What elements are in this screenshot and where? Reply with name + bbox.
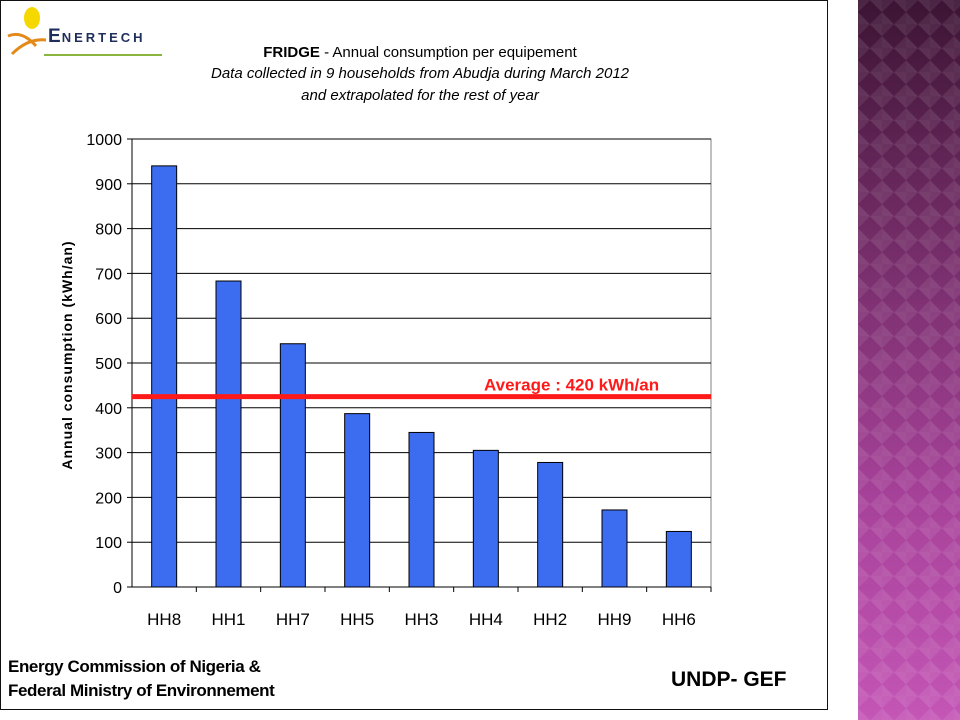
- y-tick-label: 400: [95, 401, 122, 418]
- y-tick-label: 800: [95, 222, 122, 239]
- bar-hh3: [408, 431, 435, 588]
- footer-org-line-1: Energy Commission of Nigeria &: [8, 657, 261, 676]
- x-tick-label: HH2: [533, 610, 567, 629]
- decorative-side-strip: [858, 0, 960, 720]
- chart-title-rest: - Annual consumption per equipement: [319, 44, 577, 61]
- chart-subtitle-1: Data collected in 9 households from Abud…: [210, 65, 630, 82]
- x-tick-label: HH1: [211, 610, 245, 629]
- bar-hh2: [537, 461, 564, 588]
- y-tick-label: 700: [95, 266, 122, 283]
- bar-hh1: [215, 280, 242, 588]
- x-tick-label: HH4: [469, 610, 503, 629]
- bar-chart: 0 100 200 300 400 500 600 700 800 900 1000 HH8 HH1 HH…: [59, 132, 712, 629]
- x-tick-label: HH7: [276, 610, 310, 629]
- footer-org-line-2: Federal Ministry of Environnement: [8, 681, 275, 700]
- bar-hh4: [472, 449, 499, 588]
- y-axis-label: Annual consumption (kWh/an): [59, 240, 75, 469]
- average-label: Average : 420 kWh/an: [484, 376, 659, 395]
- y-tick-label: 100: [95, 535, 122, 552]
- y-tick-label: 0: [113, 580, 122, 597]
- bar-hh8: [151, 165, 178, 588]
- enertech-logo-text: ENERTECH: [48, 26, 146, 48]
- y-tick-label: 1000: [86, 132, 122, 149]
- enertech-logo-icon: [7, 7, 47, 56]
- chart-title: FRIDGE - Annual consumption per equipeme…: [150, 44, 690, 61]
- logo-initial: E: [48, 26, 62, 47]
- chart-subtitle-2: and extrapolated for the rest of year: [301, 87, 539, 104]
- chart-title-bold: FRIDGE: [263, 44, 320, 61]
- bar-hh7: [279, 343, 306, 588]
- y-tick-label: 900: [95, 177, 122, 194]
- logo-rest: NERTECH: [61, 30, 146, 45]
- y-tick-label: 500: [95, 356, 122, 373]
- bar-hh6: [665, 530, 692, 588]
- x-tick-label: HH5: [340, 610, 374, 629]
- footer-partner: UNDP- GEF: [671, 668, 787, 691]
- y-tick-label: 200: [95, 490, 122, 507]
- bar-hh9: [601, 509, 628, 588]
- x-tick-label: HH9: [597, 610, 631, 629]
- bar-hh5: [344, 413, 371, 588]
- x-tick-label: HH8: [147, 610, 181, 629]
- y-tick-label: 600: [95, 311, 122, 328]
- x-tick-label: HH3: [404, 610, 438, 629]
- y-tick-label: 300: [95, 446, 122, 463]
- x-tick-label: HH6: [662, 610, 696, 629]
- logo-underline: [44, 54, 162, 56]
